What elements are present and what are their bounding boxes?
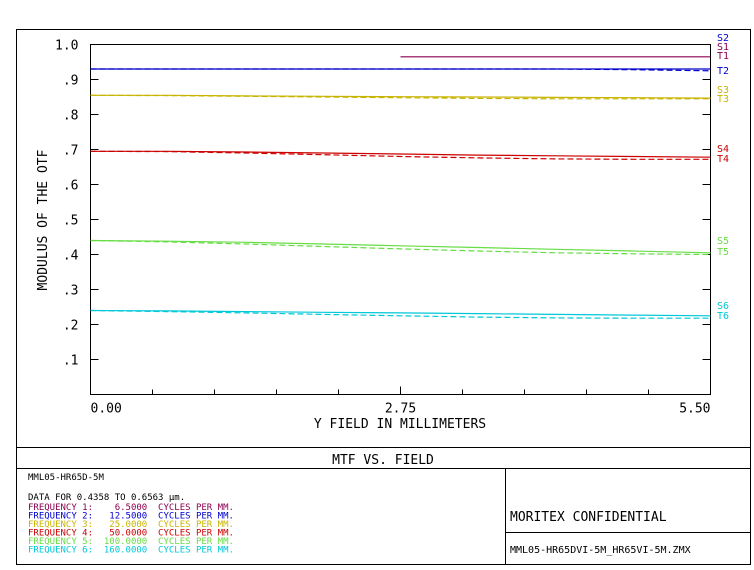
y-tick-label: .4 [63, 249, 79, 264]
y-tick-label: .7 [63, 144, 79, 159]
legend-label-s6: S6 [717, 301, 729, 312]
x-tick-label: 2.75 [385, 402, 416, 417]
series-line-t3 [90, 94, 711, 100]
frequency-line: FREQUENCY 6: 160.0000 CYCLES PER MM. [28, 546, 234, 556]
legend-label-t2: T2 [717, 66, 729, 77]
series-line-t4 [90, 150, 711, 160]
series-line-t5 [90, 239, 711, 256]
series-line-s5 [90, 239, 711, 254]
confidential-label: MORITEX CONFIDENTIAL [510, 510, 667, 525]
series-line-s6 [90, 309, 711, 317]
y-axis-label: MODULUS OF THE OTF [36, 149, 51, 290]
legend-label-s1: S1 [717, 42, 729, 53]
x-axis-label: Y FIELD IN MILLIMETERS [314, 417, 486, 432]
series-line-t6 [90, 309, 711, 319]
outer-frame [16, 29, 751, 565]
x-tick-label: 5.50 [679, 402, 710, 417]
frequency-list: FREQUENCY 1: 6.5000 CYCLES PER MM.FREQUE… [28, 503, 234, 556]
legend-label-s4: S4 [717, 144, 729, 155]
y-axis-ticks: .1 .2 .3 .4 .5 .6 .7 .8 .9 1.0 [55, 39, 711, 369]
y-tick-label: .6 [63, 179, 79, 194]
legend-label-t5: T5 [717, 247, 729, 258]
y-tick-label: .9 [63, 74, 79, 89]
legend-label-s2: S2 [717, 33, 729, 44]
series-layer [90, 56, 711, 319]
legend-label-t3: T3 [717, 94, 729, 105]
y-tick-label: .8 [63, 109, 79, 124]
y-tick-label: .3 [63, 284, 79, 299]
legend-label-s3: S3 [717, 85, 729, 96]
x-tick-label: 0.00 [91, 402, 122, 417]
file-name: MML05-HR65DVI-5M_HR65VI-5M.ZMX [510, 545, 691, 556]
legend-label-s5: S5 [717, 236, 729, 247]
y-tick-label: .1 [63, 354, 79, 369]
y-tick-label: .2 [63, 319, 79, 334]
y-tick-label: 1.0 [55, 39, 78, 54]
x-axis-ticks: 0.00 2.75 5.50 [90, 386, 711, 417]
frequency-line: FREQUENCY 1: 6.5000 CYCLES PER MM. [28, 503, 234, 513]
chart-title: MTF VS. FIELD [332, 453, 434, 468]
data-range: DATA FOR 0.4358 TO 0.6563 µm. [28, 493, 185, 503]
frequency-line: FREQUENCY 2: 12.5000 CYCLES PER MM. [28, 512, 234, 522]
y-tick-label: .5 [63, 214, 79, 229]
legend-label-t6: T6 [717, 311, 729, 322]
legend-label-t4: T4 [717, 154, 729, 165]
series-line-t1 [90, 68, 711, 72]
frequency-line: FREQUENCY 5: 100.0000 CYCLES PER MM. [28, 537, 234, 547]
frequency-line: FREQUENCY 4: 50.0000 CYCLES PER MM. [28, 529, 234, 539]
lens-name: MML05-HR65D-5M [28, 473, 104, 483]
legend-label-t1: T1 [717, 51, 729, 62]
frequency-line: FREQUENCY 3: 25.0000 CYCLES PER MM. [28, 520, 234, 530]
